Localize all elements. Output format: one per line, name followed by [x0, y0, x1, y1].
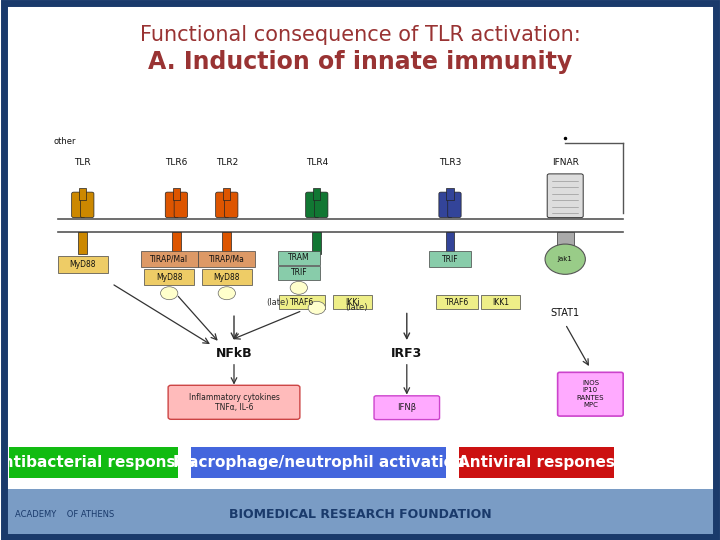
Text: Macrophage/neutrophil activation: Macrophage/neutrophil activation: [173, 455, 464, 470]
FancyBboxPatch shape: [279, 295, 325, 309]
FancyBboxPatch shape: [58, 256, 108, 273]
FancyBboxPatch shape: [315, 192, 328, 218]
FancyBboxPatch shape: [277, 266, 320, 280]
FancyBboxPatch shape: [166, 192, 179, 218]
Text: A. Induction of innate immunity: A. Induction of innate immunity: [148, 50, 572, 74]
Text: IKK1: IKK1: [492, 298, 509, 307]
FancyBboxPatch shape: [436, 295, 479, 309]
Text: Jak1: Jak1: [558, 256, 572, 262]
FancyBboxPatch shape: [4, 489, 716, 537]
Circle shape: [290, 281, 307, 294]
Text: iNOS
IP10
RANTES
MPC: iNOS IP10 RANTES MPC: [577, 380, 604, 408]
FancyBboxPatch shape: [448, 192, 461, 218]
FancyBboxPatch shape: [223, 188, 230, 200]
Circle shape: [308, 301, 325, 314]
Text: TRIF: TRIF: [290, 268, 307, 277]
Text: TLR2: TLR2: [216, 158, 238, 167]
Circle shape: [161, 287, 178, 300]
FancyBboxPatch shape: [439, 192, 452, 218]
FancyBboxPatch shape: [199, 251, 256, 267]
Text: TIRAP/Mal: TIRAP/Mal: [150, 255, 188, 264]
Text: IFNAR: IFNAR: [552, 158, 579, 167]
FancyBboxPatch shape: [173, 188, 180, 200]
Text: other: other: [53, 137, 76, 146]
Text: MyD88: MyD88: [156, 273, 182, 281]
Text: TIRAP/Ma: TIRAP/Ma: [209, 255, 245, 264]
Text: IFNβ: IFNβ: [397, 403, 416, 412]
Text: TLR3: TLR3: [438, 158, 462, 167]
FancyBboxPatch shape: [168, 386, 300, 419]
Text: STAT1: STAT1: [551, 308, 580, 318]
FancyBboxPatch shape: [429, 251, 472, 267]
Text: MyD88: MyD88: [214, 273, 240, 281]
Text: ACADEMY    OF ATHENS: ACADEMY OF ATHENS: [15, 510, 114, 518]
Text: TRIF: TRIF: [441, 255, 459, 264]
Text: TLR: TLR: [74, 158, 91, 167]
Text: (late): (late): [266, 298, 289, 307]
FancyBboxPatch shape: [202, 269, 252, 285]
FancyBboxPatch shape: [72, 192, 85, 218]
Text: (late): (late): [345, 303, 368, 312]
FancyBboxPatch shape: [306, 192, 319, 218]
Circle shape: [218, 287, 235, 300]
FancyBboxPatch shape: [557, 373, 623, 416]
FancyBboxPatch shape: [374, 396, 439, 420]
Text: TRAF6: TRAF6: [445, 298, 469, 307]
Circle shape: [545, 244, 585, 274]
FancyBboxPatch shape: [333, 295, 372, 309]
FancyBboxPatch shape: [557, 232, 574, 248]
FancyBboxPatch shape: [191, 447, 446, 478]
Text: TLR6: TLR6: [165, 158, 188, 167]
FancyBboxPatch shape: [141, 251, 197, 267]
Text: NFkB: NFkB: [216, 347, 252, 360]
Text: TNFα, IL-6: TNFα, IL-6: [215, 403, 253, 412]
FancyBboxPatch shape: [446, 188, 454, 200]
FancyBboxPatch shape: [9, 447, 178, 478]
FancyBboxPatch shape: [81, 192, 94, 218]
FancyBboxPatch shape: [481, 295, 520, 309]
FancyBboxPatch shape: [216, 192, 229, 218]
FancyBboxPatch shape: [313, 188, 320, 200]
Text: Antibacterial responses: Antibacterial responses: [0, 455, 195, 470]
FancyBboxPatch shape: [79, 188, 86, 200]
Text: MyD88: MyD88: [70, 260, 96, 269]
FancyBboxPatch shape: [144, 269, 194, 285]
FancyBboxPatch shape: [225, 192, 238, 218]
FancyBboxPatch shape: [547, 174, 583, 218]
FancyBboxPatch shape: [459, 447, 614, 478]
Text: TRAF6: TRAF6: [290, 298, 315, 307]
Text: BIOMEDICAL RESEARCH FOUNDATION: BIOMEDICAL RESEARCH FOUNDATION: [229, 508, 491, 521]
Text: TRAM: TRAM: [288, 253, 310, 262]
FancyBboxPatch shape: [172, 232, 181, 254]
Text: IKKi: IKKi: [346, 298, 360, 307]
Text: IRF3: IRF3: [391, 347, 423, 360]
Text: Functional consequence of TLR activation:: Functional consequence of TLR activation…: [140, 25, 580, 45]
Text: TLR4: TLR4: [306, 158, 328, 167]
FancyBboxPatch shape: [446, 232, 454, 254]
FancyBboxPatch shape: [312, 232, 321, 254]
FancyBboxPatch shape: [222, 232, 231, 254]
Text: Antiviral respones: Antiviral respones: [459, 455, 615, 470]
Text: Inflammatory cytokines: Inflammatory cytokines: [189, 394, 279, 402]
FancyBboxPatch shape: [78, 232, 87, 254]
FancyBboxPatch shape: [277, 251, 320, 265]
FancyBboxPatch shape: [174, 192, 187, 218]
